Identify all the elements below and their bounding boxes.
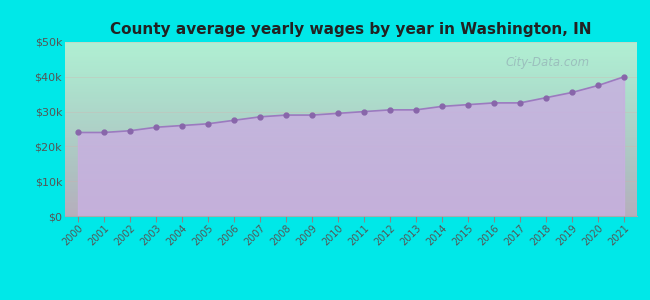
Text: City-Data.com: City-Data.com (506, 56, 590, 69)
Title: County average yearly wages by year in Washington, IN: County average yearly wages by year in W… (111, 22, 592, 37)
